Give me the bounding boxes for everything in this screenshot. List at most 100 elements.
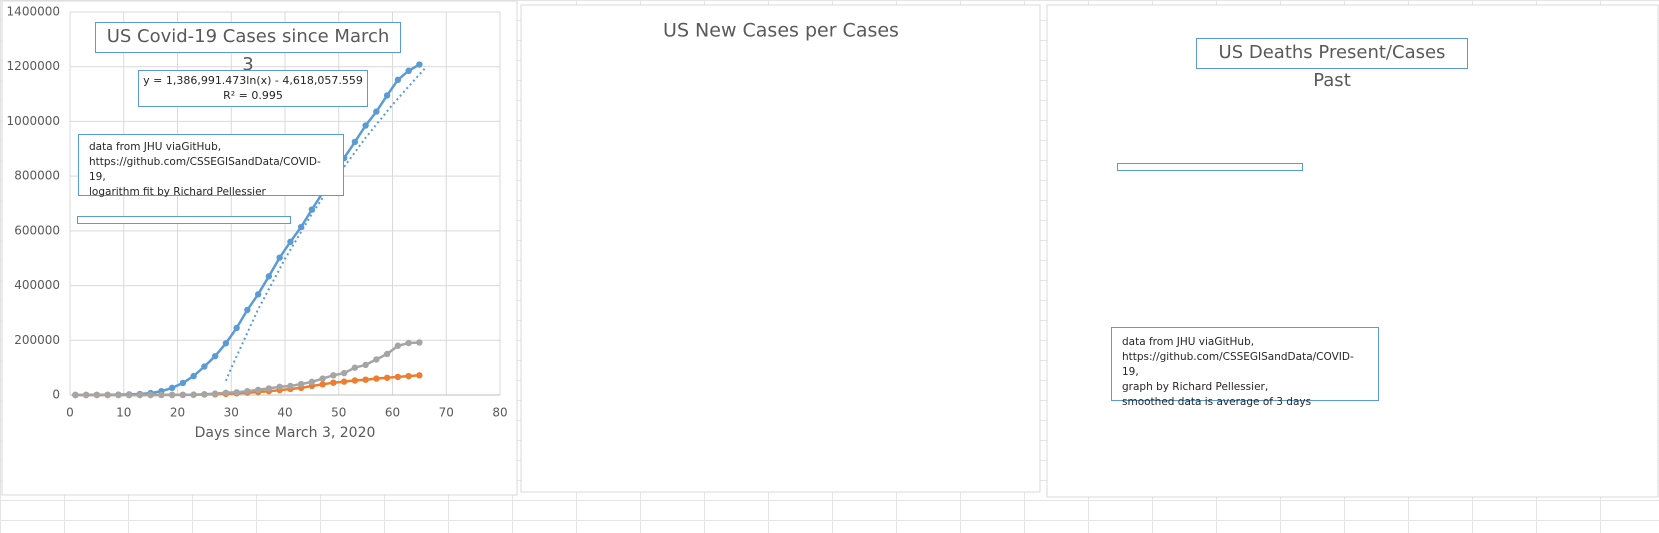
data-point bbox=[233, 324, 240, 332]
note-line: graph by Richard Pellessier, bbox=[1122, 381, 1269, 393]
data-point bbox=[211, 352, 219, 360]
data-point bbox=[201, 390, 208, 398]
data-point bbox=[297, 380, 305, 388]
data-point bbox=[373, 356, 380, 363]
y-tick-label: 400000 bbox=[14, 278, 60, 292]
y-tick-label: 600000 bbox=[14, 223, 60, 237]
data-point bbox=[265, 385, 273, 392]
series-line bbox=[224, 67, 426, 382]
note-box: data from JHU viaGitHub, https://github.… bbox=[78, 134, 344, 198]
data-point bbox=[254, 291, 262, 298]
data-point bbox=[405, 372, 412, 380]
data-point bbox=[222, 389, 230, 397]
y-tick-label: 200000 bbox=[14, 333, 60, 347]
data-point bbox=[405, 339, 412, 347]
data-point bbox=[405, 67, 412, 75]
y-tick-label: 1400000 bbox=[7, 5, 60, 19]
legend bbox=[77, 216, 291, 224]
data-point bbox=[308, 378, 316, 386]
data-point bbox=[319, 381, 326, 388]
data-point bbox=[244, 306, 251, 314]
data-point bbox=[179, 379, 187, 387]
chart-panel bbox=[1046, 4, 1659, 498]
data-point bbox=[244, 387, 251, 395]
data-point bbox=[72, 391, 79, 399]
data-point bbox=[340, 378, 348, 385]
data-point bbox=[168, 391, 176, 399]
chart-title: US Covid-19 Cases since March 3 bbox=[95, 22, 401, 75]
note-box: data from JHU viaGitHub, https://github.… bbox=[1111, 327, 1379, 408]
y-tick-label: 0 bbox=[52, 388, 60, 402]
note-line: smoothed data is average of 3 days bbox=[1122, 396, 1312, 408]
data-point bbox=[351, 364, 359, 371]
data-point bbox=[319, 375, 326, 382]
y-tick-label: 800000 bbox=[14, 169, 60, 183]
data-point bbox=[104, 391, 111, 399]
x-tick-label: 20 bbox=[170, 406, 185, 420]
data-point bbox=[211, 390, 219, 397]
x-tick-label: 80 bbox=[492, 406, 507, 420]
data-point bbox=[147, 391, 154, 399]
data-point bbox=[190, 391, 197, 398]
equation-line: R² = 0.995 bbox=[223, 89, 283, 102]
data-point bbox=[287, 238, 294, 245]
data-point bbox=[158, 391, 165, 399]
data-point bbox=[416, 372, 423, 379]
equation-box: y = 1,386,991.473ln(x) - 4,618,057.559 R… bbox=[138, 70, 368, 107]
data-point bbox=[168, 384, 176, 392]
data-point bbox=[340, 369, 348, 377]
x-tick-label: 0 bbox=[66, 406, 74, 420]
x-tick-label: 30 bbox=[224, 406, 239, 420]
x-tick-label: 70 bbox=[439, 406, 454, 420]
x-axis-label: Days since March 3, 2020 bbox=[195, 425, 376, 441]
data-point bbox=[394, 342, 402, 349]
x-tick-label: 40 bbox=[277, 406, 292, 420]
chart-title: US Deaths Present/Cases Past bbox=[1196, 38, 1468, 91]
chart-title: US New Cases per Cases bbox=[663, 20, 899, 42]
data-point bbox=[125, 391, 133, 399]
data-point bbox=[416, 61, 423, 68]
data-point bbox=[254, 386, 262, 394]
data-point bbox=[394, 373, 402, 381]
data-point bbox=[93, 391, 101, 399]
legend bbox=[1117, 163, 1303, 171]
data-point bbox=[222, 340, 230, 347]
data-point bbox=[179, 391, 187, 399]
note-line: data from JHU viaGitHub, bbox=[1122, 336, 1255, 348]
x-tick-label: 50 bbox=[331, 406, 346, 420]
data-point bbox=[383, 374, 391, 381]
data-point bbox=[190, 372, 197, 380]
data-point bbox=[373, 375, 380, 382]
data-point bbox=[115, 391, 122, 399]
data-point bbox=[276, 383, 283, 390]
note-line: https://github.com/CSSEGISandData/COVID-… bbox=[1122, 351, 1354, 378]
x-tick-label: 60 bbox=[385, 406, 400, 420]
data-point bbox=[394, 76, 402, 84]
data-point bbox=[330, 379, 337, 386]
data-point bbox=[383, 92, 391, 99]
data-point bbox=[287, 382, 294, 390]
equation-line: y = 1,386,991.473ln(x) - 4,618,057.559 bbox=[143, 74, 363, 87]
note-line: https://github.com/CSSEGISandData/COVID-… bbox=[89, 156, 321, 183]
data-point bbox=[362, 361, 369, 369]
data-point bbox=[351, 377, 359, 384]
chart-panel bbox=[520, 4, 1041, 493]
data-point bbox=[82, 391, 90, 399]
data-point bbox=[383, 350, 391, 358]
data-point bbox=[362, 122, 369, 129]
y-tick-label: 1200000 bbox=[7, 59, 60, 73]
note-line: data from JHU viaGitHub, bbox=[89, 141, 222, 153]
data-point bbox=[233, 389, 240, 396]
data-point bbox=[362, 376, 369, 383]
data-point bbox=[330, 372, 337, 379]
y-tick-label: 1000000 bbox=[7, 114, 60, 128]
data-point bbox=[416, 339, 423, 346]
note-line: logarithm fit by Richard Pellessier bbox=[89, 186, 266, 198]
data-point bbox=[373, 108, 380, 115]
data-point bbox=[351, 138, 359, 146]
data-point bbox=[136, 391, 144, 399]
x-tick-label: 10 bbox=[116, 406, 131, 420]
data-point bbox=[276, 254, 283, 261]
data-point bbox=[265, 273, 273, 280]
